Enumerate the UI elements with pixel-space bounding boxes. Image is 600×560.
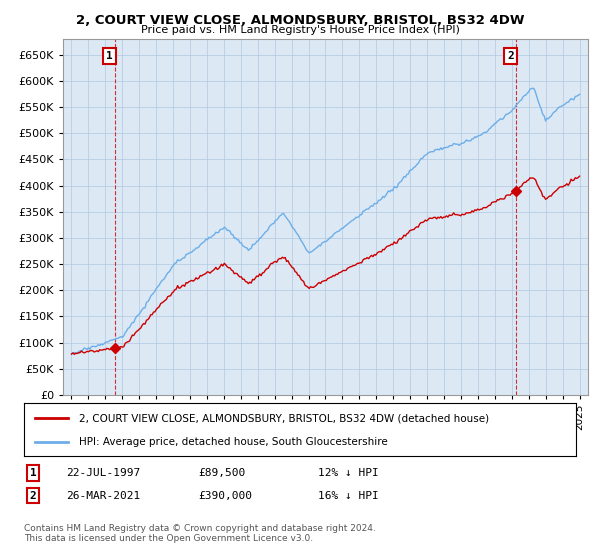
Text: Price paid vs. HM Land Registry's House Price Index (HPI): Price paid vs. HM Land Registry's House …	[140, 25, 460, 35]
Text: 16% ↓ HPI: 16% ↓ HPI	[318, 491, 379, 501]
Text: 2, COURT VIEW CLOSE, ALMONDSBURY, BRISTOL, BS32 4DW: 2, COURT VIEW CLOSE, ALMONDSBURY, BRISTO…	[76, 14, 524, 27]
Text: 2: 2	[507, 51, 514, 61]
Text: 2: 2	[29, 491, 37, 501]
Text: £89,500: £89,500	[198, 468, 245, 478]
Text: 1: 1	[29, 468, 37, 478]
Text: 22-JUL-1997: 22-JUL-1997	[66, 468, 140, 478]
Text: Contains HM Land Registry data © Crown copyright and database right 2024.
This d: Contains HM Land Registry data © Crown c…	[24, 524, 376, 543]
Text: 2, COURT VIEW CLOSE, ALMONDSBURY, BRISTOL, BS32 4DW (detached house): 2, COURT VIEW CLOSE, ALMONDSBURY, BRISTO…	[79, 413, 490, 423]
Text: 12% ↓ HPI: 12% ↓ HPI	[318, 468, 379, 478]
Text: £390,000: £390,000	[198, 491, 252, 501]
Text: 1: 1	[106, 51, 113, 61]
Text: HPI: Average price, detached house, South Gloucestershire: HPI: Average price, detached house, Sout…	[79, 436, 388, 446]
Text: 26-MAR-2021: 26-MAR-2021	[66, 491, 140, 501]
